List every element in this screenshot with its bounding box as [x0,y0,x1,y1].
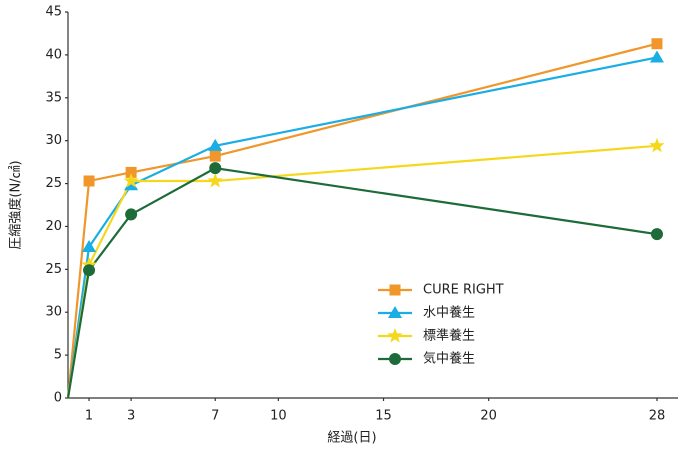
marker [83,175,95,187]
legend-label: 気中養生 [423,351,475,367]
marker [388,306,402,318]
y-tick-label: 30 [45,133,62,148]
series-line [66,166,658,399]
x-tick-label: 7 [211,409,219,424]
y-tick-label: 25 [45,176,62,191]
y-tick-label: 45 [45,5,62,20]
marker [389,284,401,296]
y-tick-label: 0 [54,391,62,406]
y-tick-label: 25 [45,262,62,277]
legend-label: 標準養生 [423,328,475,344]
x-tick-label: 1 [85,409,93,424]
y-axis-label: 圧縮強度(N/㎠) [8,160,24,249]
x-tick-label: 10 [270,409,287,424]
marker [649,137,665,153]
marker [209,150,221,162]
y-tick-label: 35 [45,90,62,105]
x-tick-label: 15 [375,409,392,424]
marker [649,50,664,63]
legend-label: CURE RIGHT [423,283,504,298]
x-axis-label: 経過(日) [327,431,376,446]
marker [207,173,223,188]
series-line [66,144,658,399]
y-tick-label: 30 [45,305,62,320]
y-tick-label: 5 [54,348,62,363]
marker [650,228,663,241]
y-tick-label: 40 [45,47,62,62]
marker [123,173,139,188]
marker [125,166,137,178]
marker [209,162,222,175]
marker [208,138,223,151]
series-line [66,56,658,399]
marker [389,353,401,365]
marker [83,264,96,277]
x-tick-label: 28 [649,409,666,424]
marker [82,240,97,253]
marker [387,328,403,343]
marker [651,38,663,50]
marker [125,208,138,221]
x-tick-label: 3 [127,409,135,424]
y-tick-label: 20 [45,219,62,234]
legend-label: 水中養生 [423,305,475,321]
x-tick-label: 20 [480,409,497,424]
